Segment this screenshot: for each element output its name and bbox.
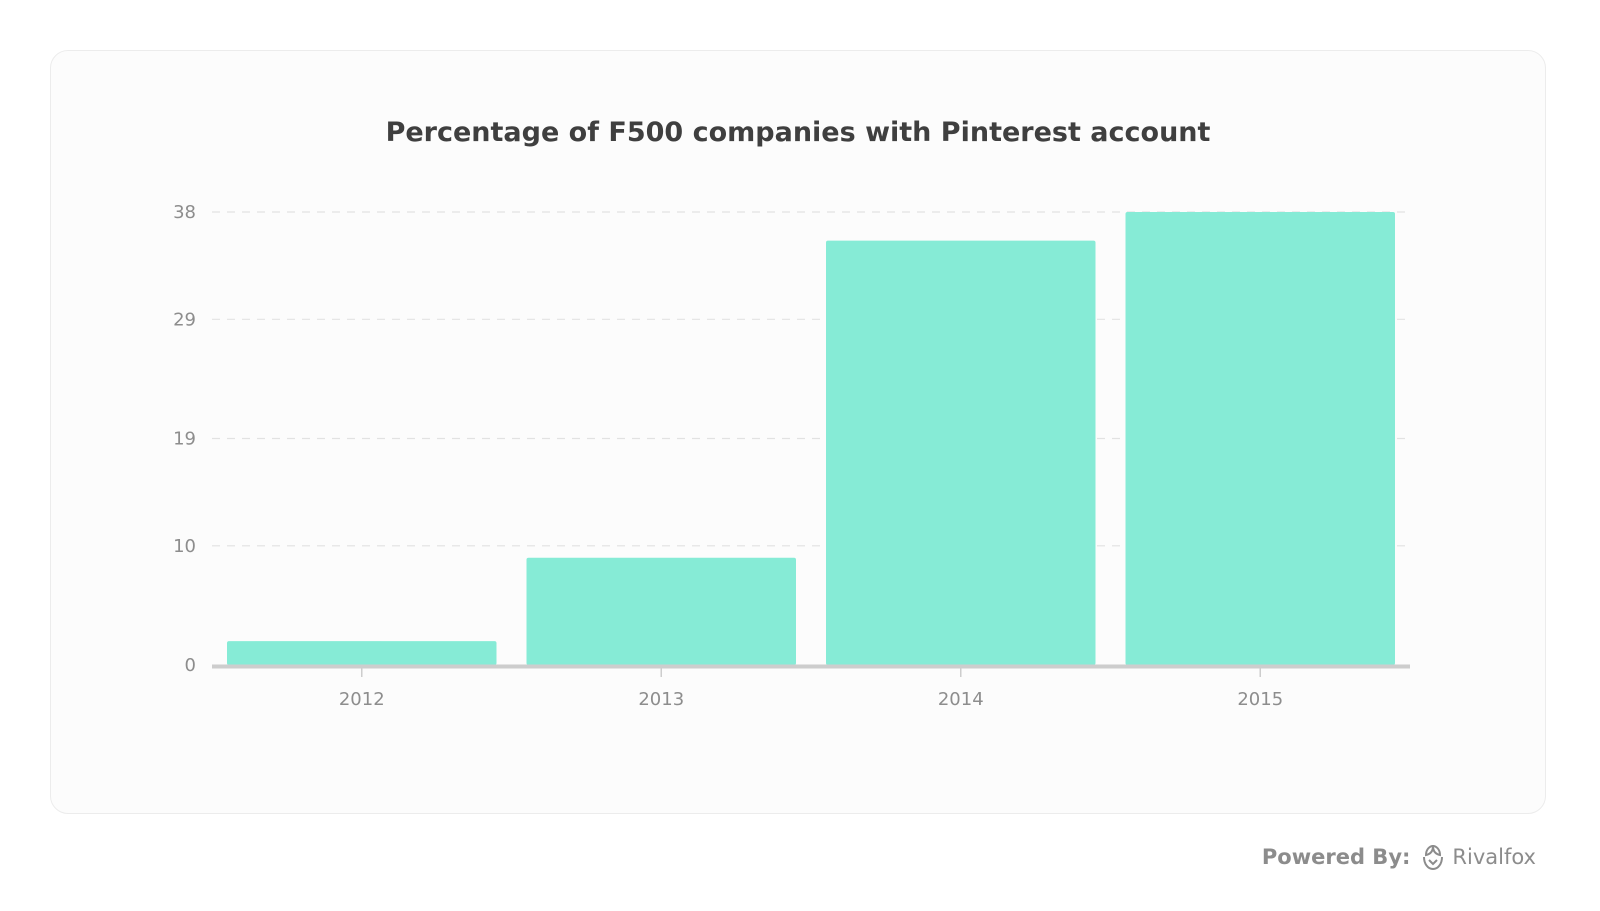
y-tick-label: 0 — [185, 655, 196, 676]
chart-card: Percentage of F500 companies with Pinter… — [50, 50, 1546, 814]
bar-2014[interactable] — [826, 240, 1096, 665]
powered-by-footer: Powered By: Rivalfox — [1262, 842, 1536, 872]
rivalfox-logo-icon — [1423, 844, 1444, 871]
bar-chart: 0 10 19 29 38 2012 2013 2014 2015 — [173, 202, 1410, 710]
powered-by-label: Powered By: — [1261, 845, 1411, 869]
x-tick-label: 2014 — [938, 689, 984, 710]
x-tick-label: 2012 — [339, 689, 385, 710]
x-tick-label: 2015 — [1237, 689, 1283, 710]
y-tick-label: 19 — [173, 429, 196, 450]
y-tick-label: 10 — [173, 536, 196, 557]
bar-2015[interactable] — [1125, 212, 1396, 665]
bar-2013[interactable] — [526, 557, 797, 665]
x-tick-label: 2013 — [638, 689, 684, 710]
chart-title: Percentage of F500 companies with Pinter… — [385, 117, 1211, 148]
bar-2012[interactable] — [227, 641, 497, 665]
y-tick-label: 29 — [173, 309, 196, 330]
y-tick-label: 38 — [173, 202, 196, 223]
brand-name: Rivalfox — [1452, 845, 1536, 869]
